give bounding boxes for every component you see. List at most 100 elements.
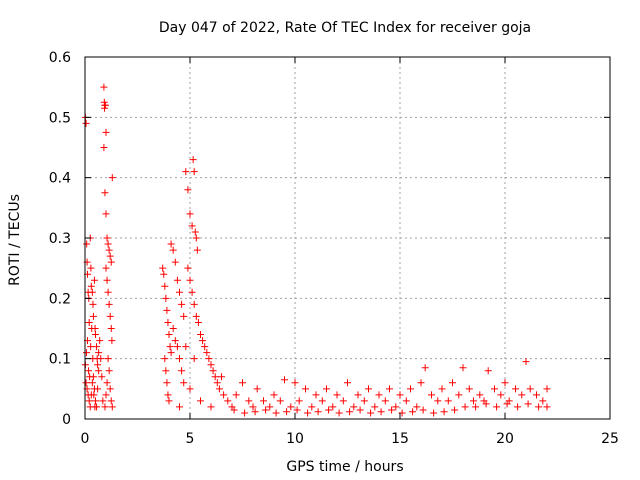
data-point	[176, 403, 183, 411]
data-point	[89, 312, 97, 320]
y-tick-label: 0	[62, 412, 71, 428]
data-point	[207, 361, 215, 369]
data-point	[188, 222, 196, 230]
data-point	[381, 397, 389, 405]
data-point	[161, 355, 169, 363]
data-point	[104, 240, 112, 248]
data-point	[106, 252, 114, 260]
data-point	[173, 276, 181, 284]
y-tick-label: 0.2	[49, 291, 71, 307]
data-point	[283, 408, 291, 416]
data-point	[470, 397, 477, 405]
data-point	[386, 385, 393, 393]
data-point	[182, 168, 190, 176]
data-point	[482, 400, 490, 408]
data-point	[99, 397, 107, 405]
data-point	[220, 391, 228, 399]
data-point	[421, 364, 429, 372]
data-point	[444, 397, 452, 405]
x-tick-label: 25	[601, 431, 619, 447]
data-point	[100, 98, 108, 106]
y-tick-label: 0.3	[49, 231, 71, 247]
data-point	[91, 403, 99, 411]
data-point	[335, 409, 343, 417]
data-point	[88, 379, 96, 387]
data-point	[308, 403, 316, 411]
y-tick-label: 0.5	[49, 110, 71, 126]
x-tick-label: 20	[496, 431, 514, 447]
data-point	[329, 403, 337, 411]
data-point	[102, 264, 110, 272]
data-point	[96, 337, 104, 345]
data-point	[159, 264, 167, 272]
data-point	[180, 379, 188, 387]
data-point	[176, 355, 183, 363]
data-point	[272, 409, 280, 417]
data-point	[171, 258, 179, 266]
data-point	[365, 385, 372, 393]
data-point	[398, 409, 406, 417]
data-point	[276, 397, 284, 405]
data-point	[190, 355, 198, 363]
data-point	[465, 385, 473, 393]
x-tick-label: 10	[286, 431, 304, 447]
data-point	[82, 379, 90, 387]
data-point	[169, 246, 177, 254]
data-point	[87, 282, 95, 290]
data-point	[201, 343, 209, 351]
data-point	[203, 349, 211, 357]
data-point	[354, 391, 362, 399]
data-point	[105, 300, 113, 308]
data-point	[262, 406, 270, 414]
data-point	[164, 391, 172, 399]
data-point	[87, 264, 95, 272]
data-point	[83, 240, 91, 248]
y-axis-ticks: 0 0.1 0.2 0.3 0.4 0.5 0.6	[49, 50, 610, 428]
data-point	[350, 403, 358, 411]
data-point	[104, 355, 112, 363]
data-point	[312, 391, 320, 399]
data-point	[318, 397, 326, 405]
data-point	[103, 276, 111, 284]
data-point	[533, 391, 540, 399]
data-point	[190, 168, 198, 176]
data-point	[402, 397, 410, 405]
grid-lines	[85, 57, 610, 419]
data-point	[98, 373, 106, 381]
data-point	[232, 391, 240, 399]
data-point	[266, 403, 274, 411]
data-point	[428, 391, 435, 399]
data-point	[512, 385, 519, 393]
data-point	[253, 385, 261, 393]
data-point	[169, 325, 177, 332]
data-point	[102, 391, 110, 399]
x-axis-label: GPS time / hours	[286, 459, 403, 475]
x-tick-label: 0	[81, 431, 90, 447]
data-point	[178, 367, 186, 375]
data-point	[514, 403, 522, 411]
y-axis-label: ROTI / TECUs	[7, 194, 23, 286]
data-point	[86, 373, 94, 381]
data-point	[89, 300, 97, 308]
data-point	[182, 343, 190, 351]
data-point	[396, 391, 404, 399]
data-point	[192, 312, 200, 320]
data-point	[194, 318, 202, 326]
data-point	[97, 355, 105, 363]
data-point	[230, 406, 238, 414]
data-point	[251, 408, 259, 416]
data-point	[344, 379, 351, 387]
data-point	[160, 270, 168, 278]
data-point	[166, 343, 174, 351]
data-points	[81, 83, 551, 417]
data-point	[107, 325, 115, 332]
data-point	[346, 408, 354, 416]
data-point	[213, 379, 221, 387]
data-point	[367, 409, 375, 417]
data-point	[101, 189, 109, 197]
data-point	[167, 349, 175, 357]
data-point	[323, 385, 330, 393]
data-point	[302, 385, 309, 393]
data-point	[161, 282, 169, 290]
